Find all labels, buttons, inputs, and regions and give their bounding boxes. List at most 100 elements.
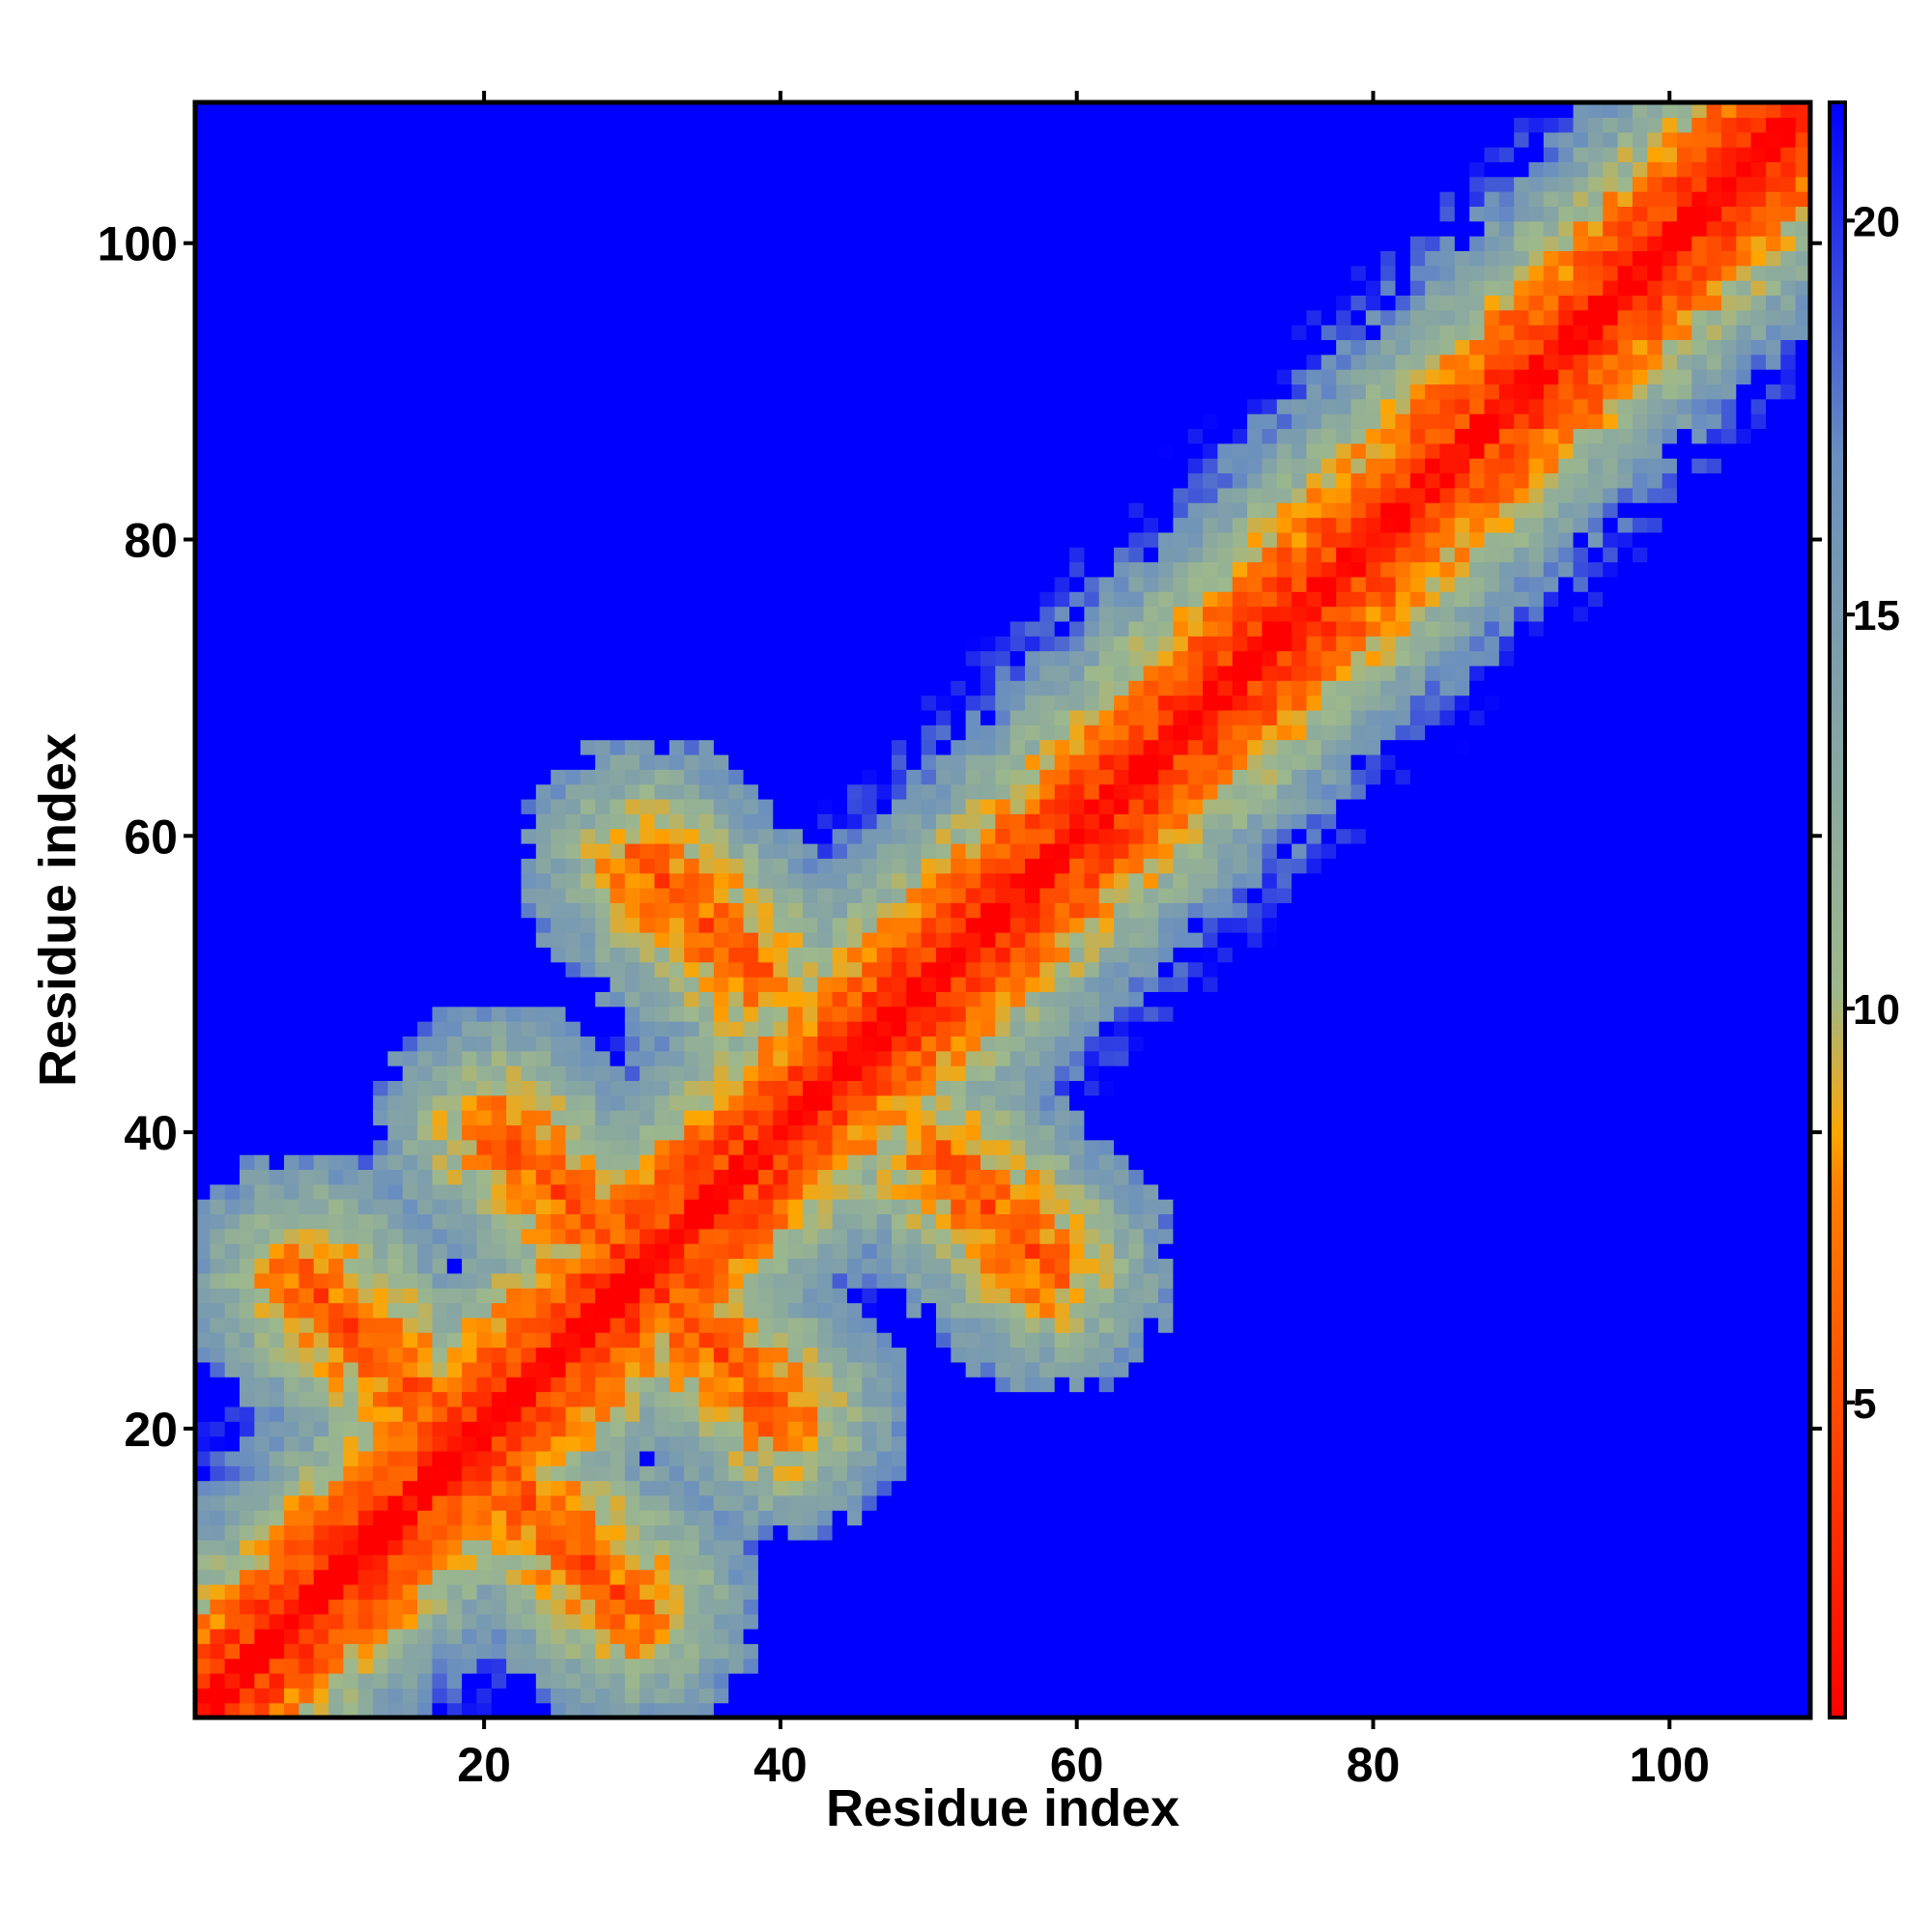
heatmap-cell bbox=[313, 1658, 329, 1674]
heatmap-cell bbox=[624, 1450, 640, 1466]
heatmap-cell bbox=[298, 1228, 315, 1244]
heatmap-cell bbox=[757, 369, 774, 385]
heatmap-cell bbox=[728, 1228, 745, 1244]
heatmap-cell bbox=[846, 1688, 863, 1704]
heatmap-cell bbox=[432, 902, 448, 919]
heatmap-cell bbox=[195, 413, 211, 430]
heatmap-cell bbox=[313, 1613, 329, 1630]
heatmap-cell bbox=[565, 1272, 582, 1289]
heatmap-cell bbox=[535, 591, 552, 608]
heatmap-cell bbox=[743, 961, 759, 978]
heatmap-cell bbox=[713, 413, 729, 430]
heatmap-cell bbox=[698, 932, 715, 948]
heatmap-cell bbox=[610, 236, 626, 251]
heatmap-cell bbox=[624, 1554, 640, 1571]
heatmap-cell bbox=[773, 1465, 789, 1482]
heatmap-cell bbox=[698, 1094, 715, 1111]
heatmap-cell bbox=[565, 1006, 582, 1022]
heatmap-cell bbox=[224, 783, 241, 800]
heatmap-cell bbox=[476, 1021, 493, 1037]
heatmap-cell bbox=[802, 1524, 818, 1541]
heatmap-cell bbox=[668, 472, 685, 489]
heatmap-cell bbox=[565, 1539, 582, 1555]
heatmap-cell bbox=[373, 458, 389, 474]
heatmap-cell bbox=[654, 147, 670, 162]
heatmap-cell bbox=[565, 1080, 582, 1096]
heatmap-cell bbox=[521, 1421, 537, 1437]
heatmap-cell bbox=[210, 1317, 226, 1333]
heatmap-cell bbox=[240, 398, 255, 414]
heatmap-cell bbox=[432, 872, 448, 889]
heatmap-cell bbox=[713, 458, 729, 474]
heatmap-cell bbox=[639, 1110, 656, 1126]
heatmap-cell bbox=[476, 606, 493, 622]
heatmap-cell bbox=[624, 724, 640, 741]
heatmap-cell bbox=[446, 665, 463, 681]
heatmap-cell bbox=[343, 442, 359, 459]
heatmap-cell bbox=[491, 1480, 507, 1496]
heatmap-cell bbox=[846, 1006, 863, 1022]
heatmap-cell bbox=[580, 117, 596, 133]
heatmap-cell bbox=[328, 1377, 344, 1393]
heatmap-cell bbox=[313, 265, 329, 281]
heatmap-cell bbox=[373, 1435, 389, 1452]
heatmap-cell bbox=[535, 1065, 552, 1081]
heatmap-cell bbox=[313, 576, 329, 592]
heatmap-cell bbox=[684, 354, 700, 370]
heatmap-cell bbox=[491, 872, 507, 889]
heatmap-cell bbox=[432, 1228, 448, 1244]
heatmap-cell bbox=[728, 250, 745, 267]
heatmap-cell bbox=[491, 369, 507, 385]
heatmap-cell bbox=[446, 117, 463, 133]
heatmap-cell bbox=[446, 1288, 463, 1304]
heatmap-cell bbox=[862, 709, 878, 725]
heatmap-cell bbox=[240, 413, 255, 430]
heatmap-cell bbox=[462, 309, 478, 326]
heatmap-cell bbox=[595, 1450, 611, 1466]
heatmap-cell bbox=[802, 1377, 818, 1393]
heatmap-cell bbox=[832, 250, 848, 267]
heatmap-cell bbox=[432, 561, 448, 578]
heatmap-cell bbox=[224, 650, 241, 667]
heatmap-cell bbox=[668, 131, 685, 148]
heatmap-cell bbox=[610, 680, 626, 696]
heatmap-cell bbox=[491, 932, 507, 948]
heatmap-cell bbox=[684, 1583, 700, 1600]
heatmap-cell bbox=[535, 1169, 552, 1185]
heatmap-cell bbox=[580, 1213, 596, 1230]
heatmap-cell bbox=[254, 1658, 270, 1674]
heatmap-cell bbox=[357, 1391, 374, 1407]
heatmap-cell bbox=[817, 102, 834, 118]
heatmap-cell bbox=[210, 739, 226, 755]
heatmap-cell bbox=[787, 1302, 804, 1319]
heatmap-cell bbox=[713, 1169, 729, 1185]
heatmap-cell bbox=[224, 1183, 241, 1200]
heatmap-cell bbox=[684, 1080, 700, 1096]
heatmap-cell bbox=[551, 709, 567, 725]
heatmap-cell bbox=[491, 1199, 507, 1215]
heatmap-cell bbox=[802, 398, 818, 414]
heatmap-cell bbox=[462, 428, 478, 444]
heatmap-cell bbox=[846, 517, 863, 533]
heatmap-cell bbox=[373, 947, 389, 963]
heatmap-cell bbox=[743, 428, 759, 444]
heatmap-cell bbox=[565, 236, 582, 251]
heatmap-cell bbox=[817, 428, 834, 444]
heatmap-cell bbox=[446, 547, 463, 563]
heatmap-cell bbox=[654, 977, 670, 992]
heatmap-cell bbox=[313, 442, 329, 459]
heatmap-cell bbox=[684, 1613, 700, 1630]
heatmap-cell bbox=[298, 1124, 315, 1141]
heatmap-cell bbox=[610, 753, 626, 770]
heatmap-cell bbox=[698, 191, 715, 207]
heatmap-cell bbox=[654, 813, 670, 830]
heatmap-cell bbox=[373, 236, 389, 251]
heatmap-cell bbox=[817, 591, 834, 608]
heatmap-cell bbox=[373, 724, 389, 741]
heatmap-cell bbox=[654, 1643, 670, 1660]
heatmap-cell bbox=[862, 1272, 878, 1289]
heatmap-cell bbox=[357, 739, 374, 755]
heatmap-cell bbox=[610, 813, 626, 830]
heatmap-cell bbox=[698, 739, 715, 755]
heatmap-cell bbox=[743, 502, 759, 519]
